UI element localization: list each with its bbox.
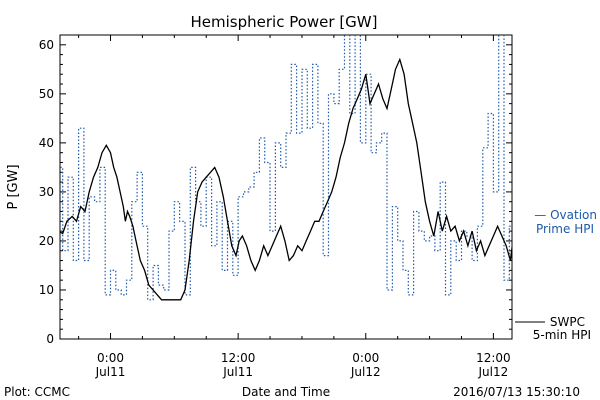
chart-title: Hemispheric Power [GW]	[191, 13, 378, 31]
legend: — Ovation Prime HPI SWPC 5-min HPI	[515, 208, 597, 342]
y-tick-label-0: 0	[46, 332, 54, 346]
y-tick-label-3: 30	[39, 185, 54, 199]
x-tick-date-3: Jul12	[478, 365, 509, 379]
footer-timestamp: 2016/07/13 15:30:10	[453, 385, 580, 399]
x-tick-date-1: Jul11	[222, 365, 253, 379]
y-axis: 0 10 20 30 40 50 60	[39, 38, 512, 346]
y-tick-label-2: 20	[39, 234, 54, 248]
legend-ovation-line2: Prime HPI	[536, 222, 594, 236]
x-tick-date-2: Jul12	[350, 365, 381, 379]
x-tick-date-0: Jul11	[95, 365, 126, 379]
footer-plot-credit: Plot: CCMC	[4, 385, 70, 399]
x-axis: 0:00Jul1112:00Jul110:00Jul1212:00Jul120:…	[78, 35, 511, 379]
x-tick-time-2: 0:00	[352, 351, 379, 365]
y-tick-label-4: 40	[39, 136, 54, 150]
series-ovation-prime-line	[60, 35, 512, 301]
x-tick-time-3: 12:00	[476, 351, 511, 365]
legend-swpc-line1: SWPC	[550, 315, 585, 329]
plot-area	[59, 34, 513, 340]
x-tick-time-0: 0:00	[97, 351, 124, 365]
legend-ovation-line1: — Ovation	[534, 208, 597, 222]
legend-swpc-line2: 5-min HPI	[533, 328, 591, 342]
plot-frame	[59, 34, 513, 340]
x-axis-label: Date and Time	[242, 385, 330, 399]
y-axis-label: P [GW]	[6, 164, 21, 209]
y-tick-label-1: 10	[39, 283, 54, 297]
y-tick-label-6: 60	[39, 38, 54, 52]
y-tick-label-5: 50	[39, 87, 54, 101]
series-swpc-line	[60, 57, 512, 301]
x-tick-time-1: 12:00	[221, 351, 256, 365]
series-layer	[60, 35, 512, 301]
